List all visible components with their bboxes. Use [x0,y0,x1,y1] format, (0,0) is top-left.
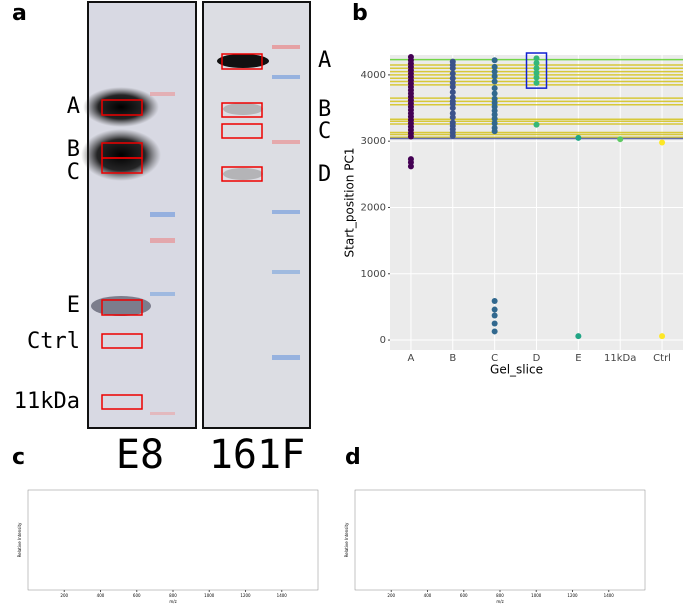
band-label: 11kDa [14,389,80,414]
band-label: A [67,94,80,119]
band-label: B [67,137,80,162]
point [617,136,624,143]
y-axis-label: Relative Intensity [344,522,349,557]
band [217,54,269,68]
band-label: E [67,293,80,318]
band-boxes [101,53,263,410]
x-tick-label: 600 [133,593,141,598]
point [491,63,498,70]
x-tick-label: 800 [169,593,177,598]
band-label: C [67,160,80,185]
band-label: C [318,119,331,144]
ladder [150,45,300,415]
band [223,168,263,180]
panel-label: d [345,445,361,470]
point [491,297,498,304]
x-tick-label: 1400 [277,593,288,598]
x-tick-label: 400 [97,593,105,598]
x-axis-label: Gel_slice [490,363,543,377]
point [491,73,498,80]
x-tick-label: 200 [60,593,68,598]
band-label: A [318,48,331,73]
y-tick-label: 1000 [361,269,386,280]
point [449,83,456,90]
point [449,75,456,82]
highlight-box [525,52,548,89]
x-axis-label: m/z [169,599,176,604]
point [659,139,666,146]
point [449,70,456,77]
point [491,320,498,327]
x-tick-label: 1200 [567,593,578,598]
point [533,69,540,76]
lane-label: 161F [209,432,305,478]
x-tick-label: C [491,353,498,364]
point [491,78,498,85]
point [533,55,540,62]
point [491,328,498,335]
band-label: D [318,162,331,187]
x-tick-label: E [575,353,581,364]
point [491,115,498,122]
panel-label: a [12,1,27,26]
point [491,312,498,319]
x-tick-label: 1000 [531,593,542,598]
point [533,74,540,81]
x-tick-label: 800 [496,593,504,598]
panel-label: b [352,1,368,26]
point [449,105,456,112]
y-tick-label: 0 [380,335,386,346]
point [449,89,456,96]
point [407,163,414,170]
point [533,65,540,72]
point [533,79,540,86]
point [449,65,456,72]
y-axis-label: Relative Intensity [17,522,22,557]
spectrum-d: 200 400 600 800 1000 1200 1400 m/z Relative Inte… [344,489,646,604]
point [491,68,498,75]
point [449,114,456,121]
x-tick-label: 1200 [240,593,251,598]
gel-e8 [87,1,197,429]
x-tick-label: D [533,353,541,364]
x-tick-label: 600 [460,593,468,598]
point [491,85,498,92]
point [491,306,498,313]
point [575,134,582,141]
band-label: B [318,97,331,122]
x-tick-label: B [449,353,456,364]
point [533,59,540,66]
point [659,333,666,340]
point [533,121,540,128]
band [83,87,159,127]
point [491,120,498,127]
y-tick-label: 4000 [361,70,386,81]
x-axis-label: m/z [496,599,503,604]
y-axis-label: Start_position PC1 [343,148,357,258]
x-tick-label: Ctrl [653,353,671,364]
x-tick-label: 1400 [604,593,615,598]
x-tick-label: 11kDa [604,353,636,364]
x-tick-label: 400 [424,593,432,598]
panel-label: c [12,445,25,470]
y-tick-label: 3000 [361,136,386,147]
point [407,133,414,140]
point [491,128,498,135]
y-tick-label: 2000 [361,202,386,213]
band-label: Ctrl [27,329,80,354]
x-tick-label: A [408,353,415,364]
point [491,90,498,97]
band [223,103,263,115]
point [491,57,498,64]
x-tick-label: 200 [387,593,395,598]
band [91,296,151,316]
lane-label: E8 [116,432,164,478]
band [81,129,161,181]
spectrum-c: 200 400 600 800 1000 1200 1400 m/z Relative Inte… [17,489,319,604]
point [449,132,456,139]
point [575,333,582,340]
x-tick-label: 1000 [204,593,215,598]
